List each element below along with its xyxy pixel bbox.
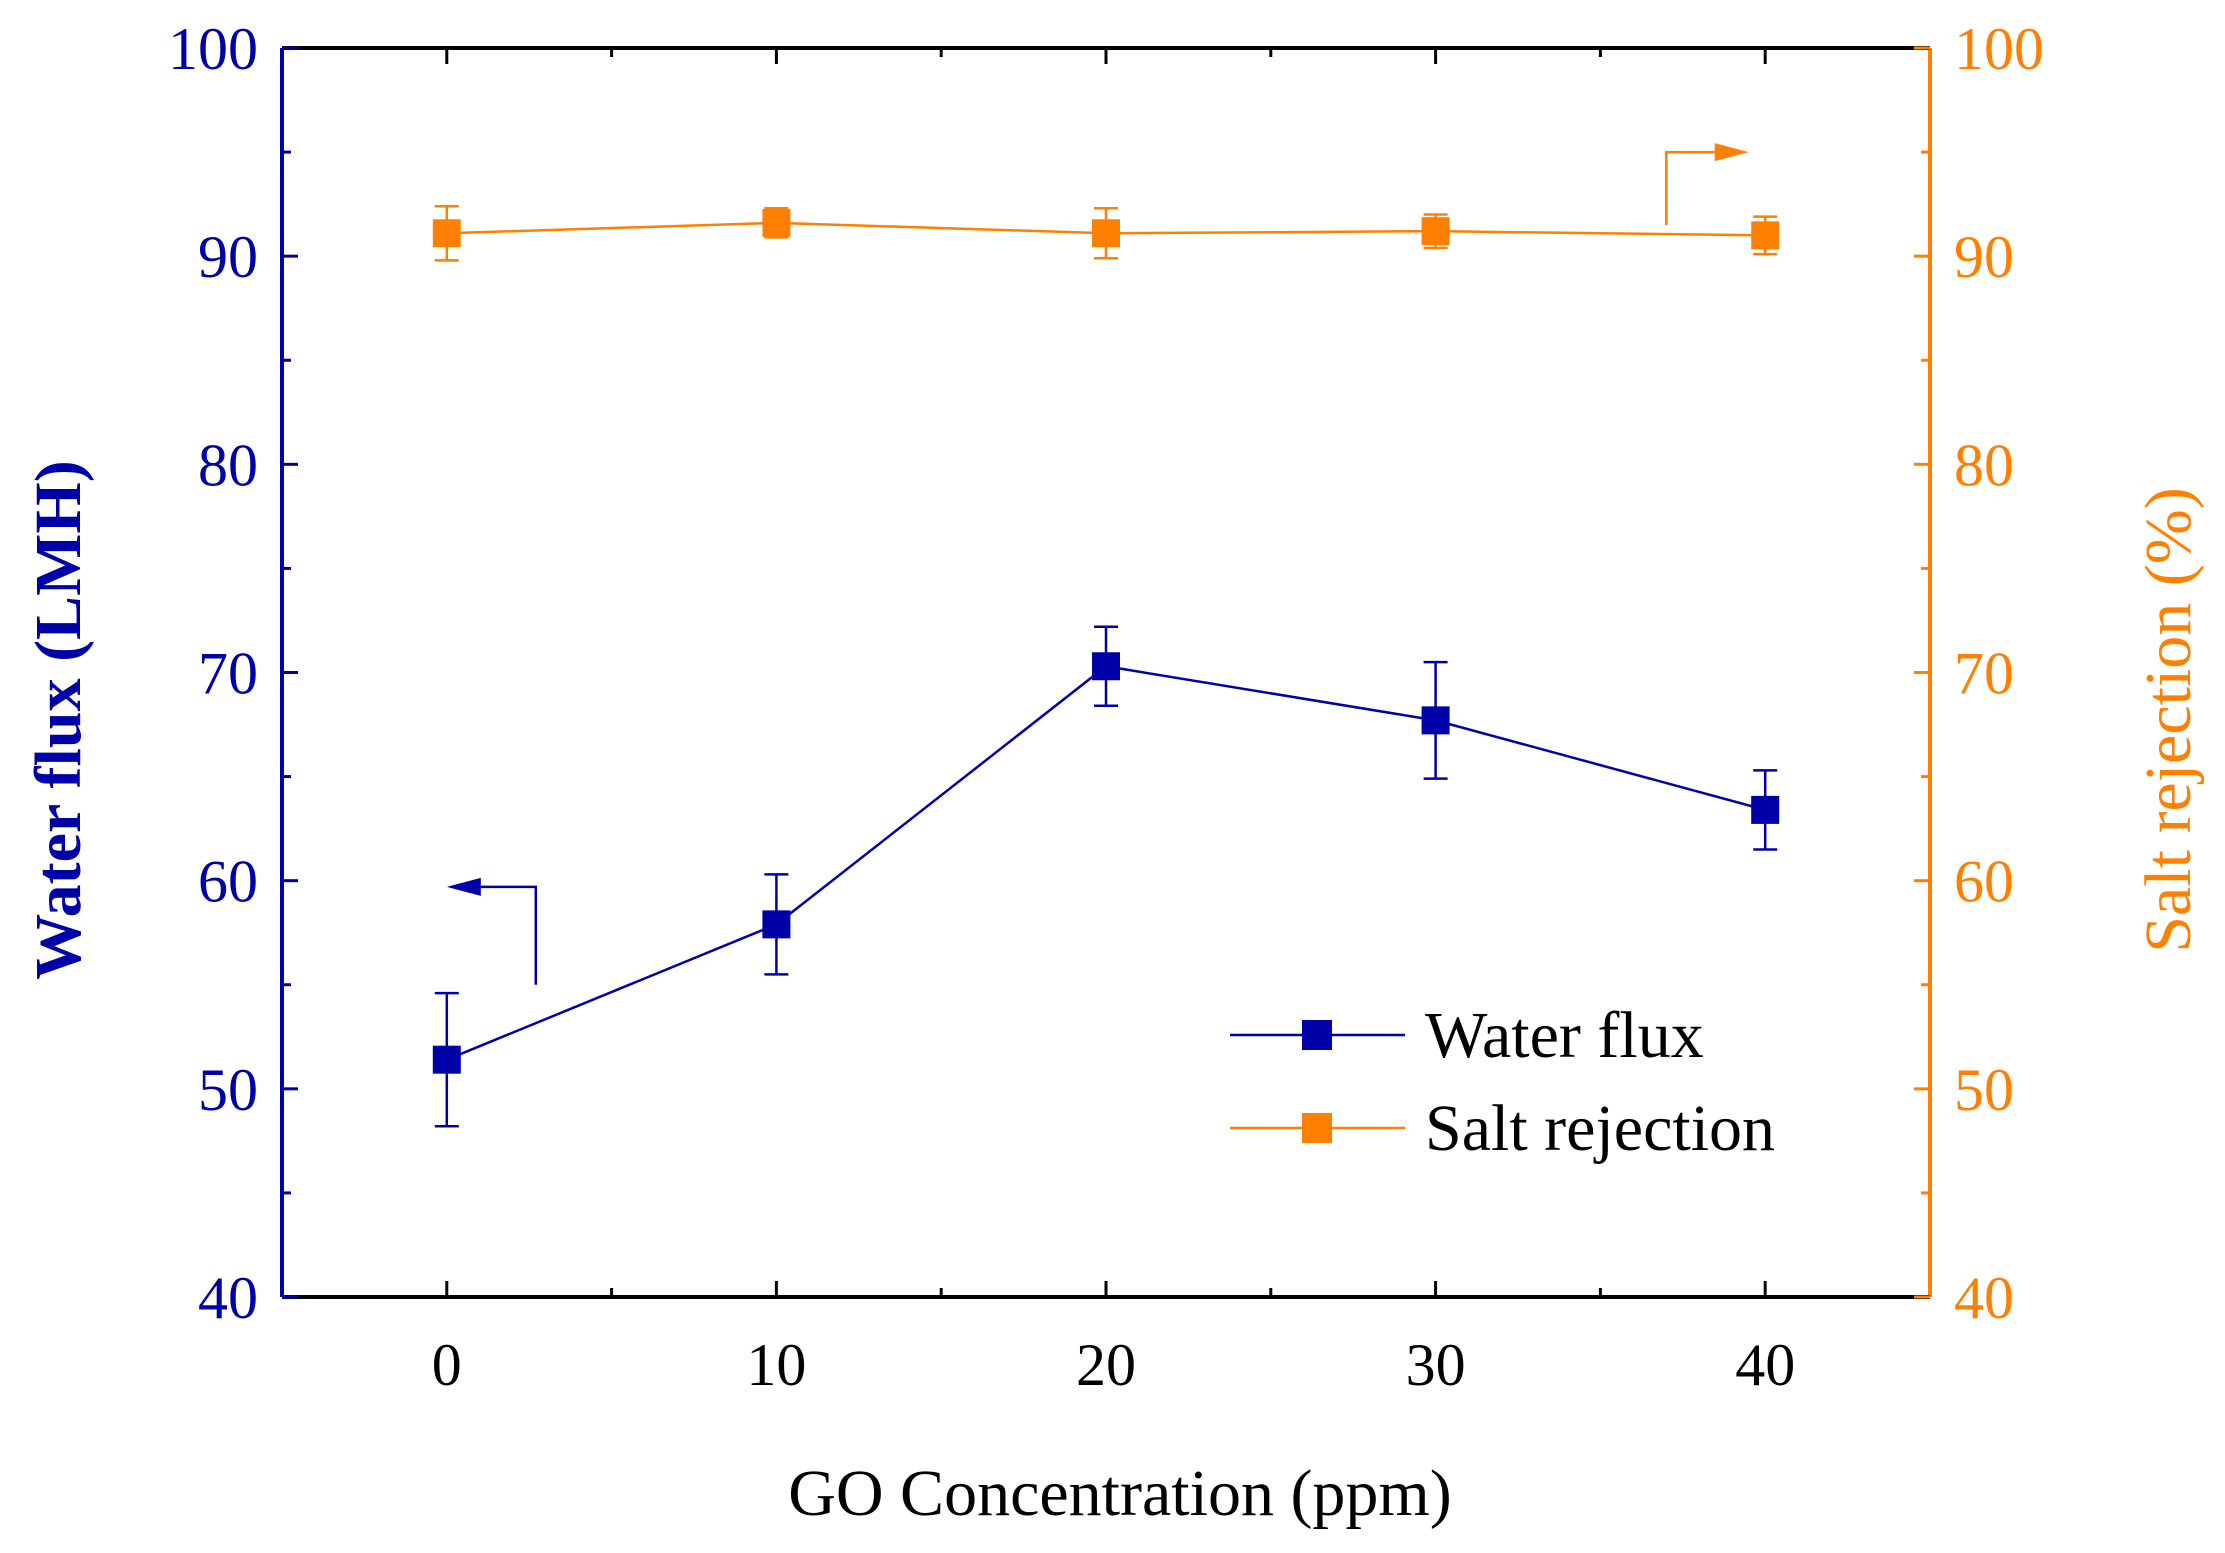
y-left-tick-label: 60 — [198, 849, 258, 915]
right-axis-title-group: Salt rejection (%) — [2132, 487, 2205, 952]
y-left-tick-label: 100 — [168, 16, 258, 82]
y-right-tick-label: 40 — [1954, 1265, 2014, 1331]
y-right-tick-label: 70 — [1954, 641, 2014, 707]
salt-rejection-axis-arrow — [1665, 150, 1719, 225]
y-right-tick-label: 90 — [1954, 224, 2014, 290]
y-right-tick-label: 50 — [1954, 1057, 2014, 1123]
salt-rejection-arrow-head — [1714, 143, 1749, 162]
y-left-tick-label: 40 — [198, 1265, 258, 1331]
left-axis-title-group: Water flux (LMH) — [22, 460, 95, 979]
x-axis-title: GO Concentration (ppm) — [788, 1457, 1452, 1530]
water-flux-point — [432, 1045, 461, 1074]
salt-rejection-point — [1421, 217, 1450, 246]
legend-marker-salt-rejection — [1302, 1113, 1332, 1143]
right-axis-title: Salt rejection (%) — [2132, 487, 2205, 952]
plot-marks: 0 10 20 30 40 40 50 60 70 80 90 100 40 50 60 70 80 90 100 — [168, 16, 2044, 1398]
left-axis-title: Water flux (LMH) — [22, 460, 95, 979]
salt-rejection-point — [1092, 219, 1120, 248]
x-tick-label: 10 — [746, 1332, 806, 1398]
salt-rejection-point — [432, 219, 461, 248]
water-flux-point — [762, 910, 791, 939]
water-flux-axis-arrow — [476, 885, 538, 985]
legend-label-salt-rejection: Salt rejection — [1425, 1092, 1775, 1165]
x-tick-label: 30 — [1406, 1332, 1466, 1398]
y-right-tick-label: 100 — [1954, 16, 2044, 82]
legend-marker-water-flux — [1302, 1020, 1332, 1050]
water-flux-arrow-head — [446, 877, 481, 896]
legend-label-water-flux: Water flux — [1425, 999, 1704, 1072]
y-left-tick-label: 50 — [198, 1057, 258, 1123]
water-flux-point — [1421, 706, 1450, 735]
salt-rejection-point — [762, 208, 791, 237]
x-tick-label: 0 — [432, 1332, 462, 1398]
x-tick-label: 20 — [1076, 1332, 1136, 1398]
y-right-tick-label: 60 — [1954, 849, 2014, 915]
y-left-tick-label: 90 — [198, 224, 258, 290]
y-left-tick-label: 80 — [198, 432, 258, 498]
water-flux-point — [1092, 652, 1120, 681]
salt-rejection-point — [1751, 221, 1780, 250]
y-right-tick-label: 80 — [1954, 432, 2014, 498]
legend: Water flux Salt rejection — [1230, 999, 1775, 1165]
x-tick-label: 40 — [1735, 1332, 1795, 1398]
water-flux-point — [1751, 795, 1780, 824]
y-left-tick-label: 70 — [198, 641, 258, 707]
